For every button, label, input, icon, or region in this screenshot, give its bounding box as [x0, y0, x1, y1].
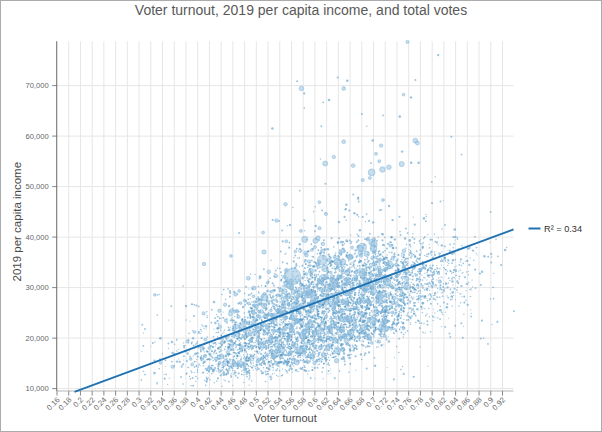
svg-text:Voter turnout: Voter turnout [254, 412, 317, 424]
svg-text:40,000: 40,000 [26, 233, 49, 242]
svg-text:2019 per capita income: 2019 per capita income [11, 162, 23, 282]
svg-text:0.92: 0.92 [490, 395, 507, 412]
svg-text:70,000: 70,000 [26, 81, 49, 90]
svg-text:Voter turnout, 2019 per capita: Voter turnout, 2019 per capita income, a… [135, 2, 467, 18]
svg-text:20,000: 20,000 [26, 334, 49, 343]
svg-text:10,000: 10,000 [26, 384, 49, 393]
svg-text:30,000: 30,000 [26, 283, 49, 292]
svg-text:50,000: 50,000 [26, 182, 49, 191]
svg-text:R² = 0.34: R² = 0.34 [544, 224, 582, 234]
svg-text:60,000: 60,000 [26, 132, 49, 141]
